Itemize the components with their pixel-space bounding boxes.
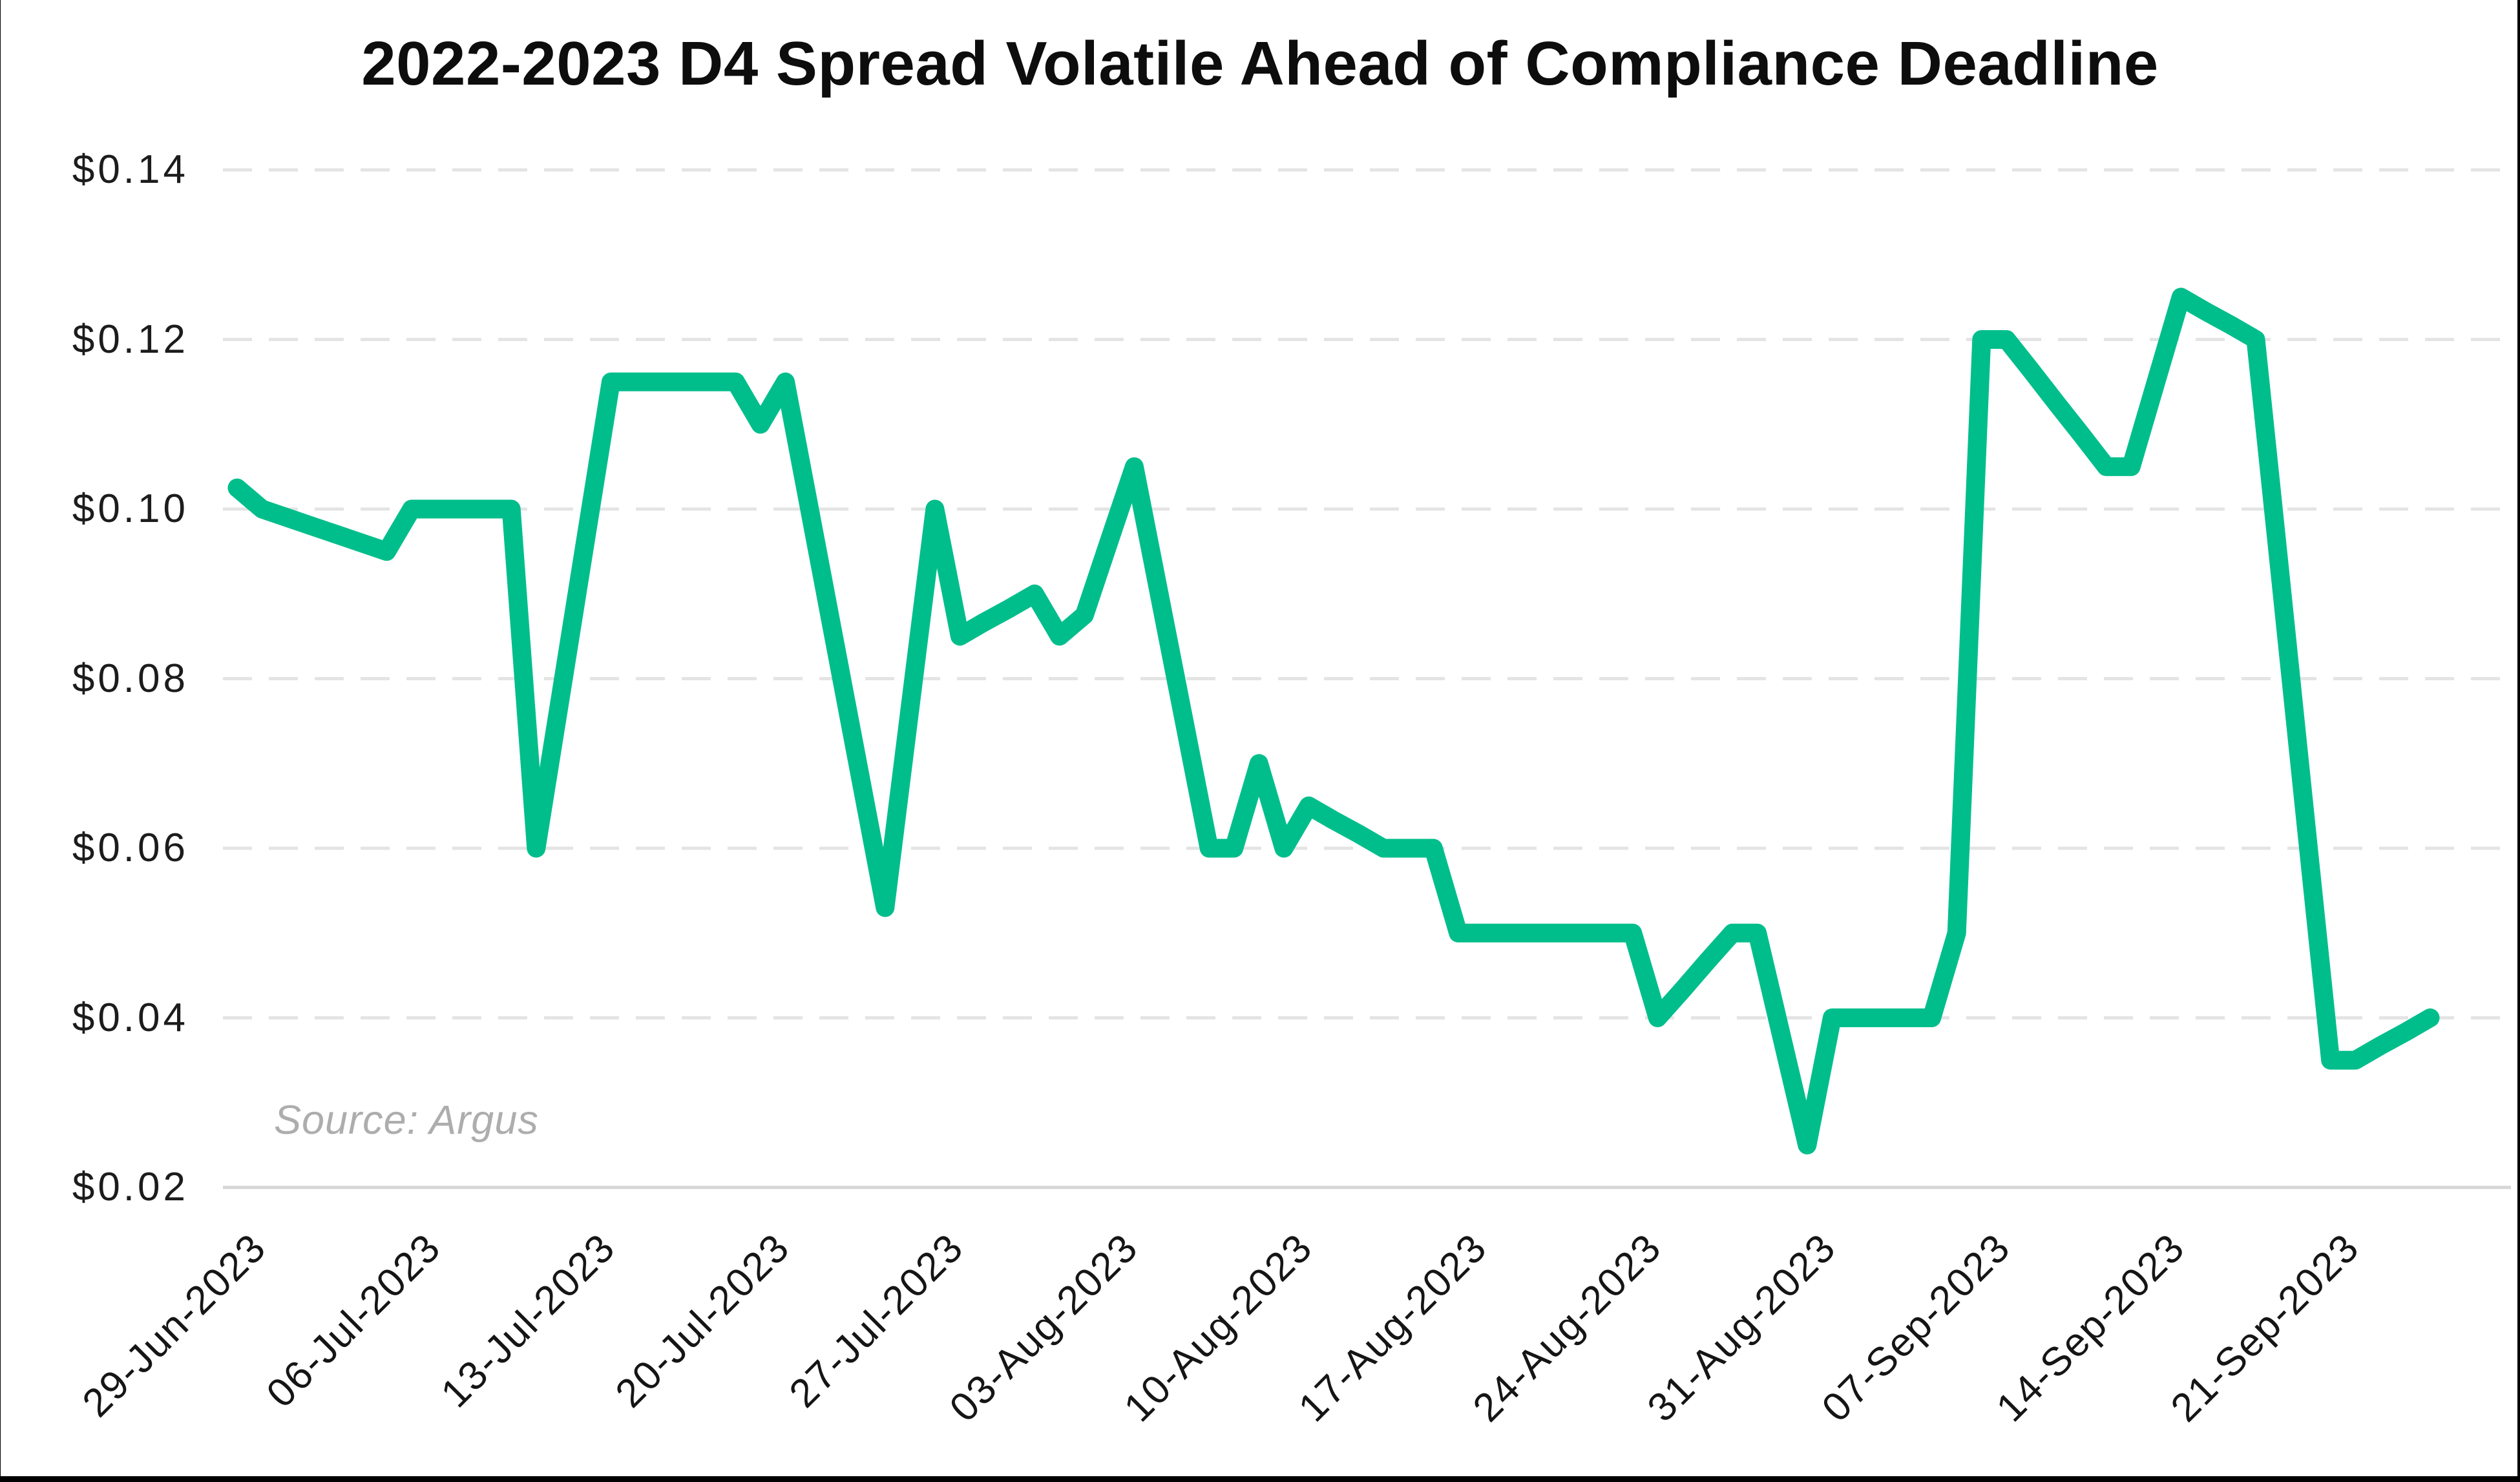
y-axis-label: $0.08 [72,656,189,701]
source-note: Source: Argus [274,1098,539,1143]
y-axis-label: $0.10 [72,486,189,531]
y-axis-label: $0.14 [72,147,189,192]
right-border [2517,0,2520,1482]
bottom-border [0,1476,2520,1482]
left-border [0,0,1,1482]
y-axis-label: $0.04 [72,995,189,1040]
y-axis-label: $0.12 [72,317,189,362]
y-axis-label: $0.02 [72,1165,189,1209]
y-axis-label: $0.06 [72,826,189,870]
series-line [227,287,2440,1154]
chart-title: 2022-2023 D4 Spread Volatile Ahead of Co… [361,29,2159,98]
